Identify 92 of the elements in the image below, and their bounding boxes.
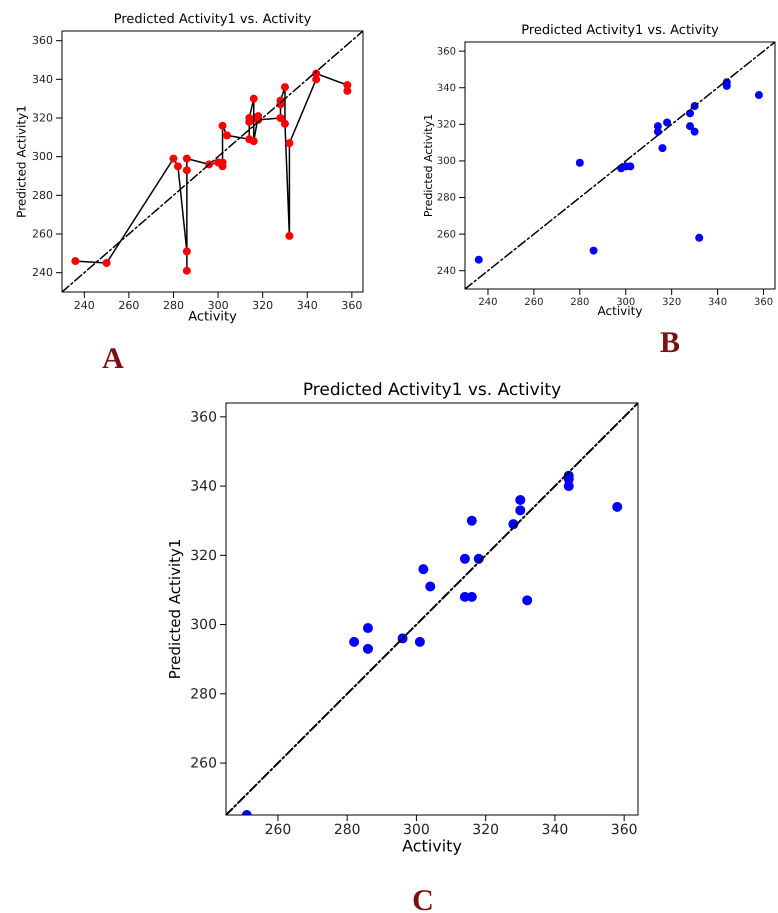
point <box>695 234 704 242</box>
x-tick-label: 360 <box>610 822 638 838</box>
point <box>474 256 483 264</box>
point <box>414 636 425 647</box>
point <box>349 636 360 647</box>
y-tick-label: 320 <box>190 548 217 564</box>
point <box>663 118 672 126</box>
point <box>418 564 428 574</box>
chart-title: Predicted Activity1 vs. Activity <box>114 12 312 27</box>
point <box>71 257 80 266</box>
point <box>460 554 470 564</box>
y-tick-label: 320 <box>436 120 456 131</box>
x-tick-label: 360 <box>341 298 362 312</box>
y-tick-label: 340 <box>436 82 456 94</box>
x-tick-label: 280 <box>334 822 361 838</box>
text: C <box>412 884 434 913</box>
y-tick-label: 340 <box>32 72 53 86</box>
y-tick-label: 360 <box>32 34 53 48</box>
y-tick-label: 300 <box>436 156 456 168</box>
point <box>515 505 526 516</box>
point <box>182 266 191 275</box>
y-axis-title: Predicted Activity1 <box>14 105 29 218</box>
point <box>754 91 763 100</box>
x-tick-label: 340 <box>542 822 568 838</box>
x-tick-label: 320 <box>662 297 682 308</box>
x-tick-label: 240 <box>74 298 95 312</box>
point <box>174 162 182 170</box>
x-tick-label: 260 <box>118 298 140 312</box>
y-tick-label: 280 <box>32 188 53 202</box>
x-tick-label: 240 <box>478 297 498 308</box>
x-tick-label: 300 <box>208 298 229 312</box>
point <box>250 137 258 146</box>
point <box>182 166 191 174</box>
chart-title: Predicted Activity1 vs. Activity <box>302 380 562 400</box>
y-tick-label: 260 <box>32 228 53 241</box>
point <box>590 246 598 255</box>
point <box>222 131 231 140</box>
chart-title: Predicted Activity1 vs. Activity <box>521 23 720 38</box>
x-axis-title: Activity <box>402 836 462 856</box>
y-tick-label: 240 <box>32 266 53 280</box>
x-tick-label: 320 <box>252 298 274 312</box>
point <box>686 122 694 130</box>
y-tick-label: 260 <box>190 756 217 772</box>
point <box>362 623 373 634</box>
point <box>522 595 532 606</box>
x-tick-label: 260 <box>524 297 544 308</box>
x-tick-label: 340 <box>296 298 318 312</box>
point <box>280 120 289 128</box>
point <box>169 154 178 163</box>
point <box>102 259 111 267</box>
point <box>425 582 436 592</box>
x-axis-title: Activity <box>598 304 642 318</box>
x-tick-label: 340 <box>708 297 728 308</box>
point <box>690 128 699 136</box>
point <box>280 83 289 92</box>
point <box>466 516 477 526</box>
point <box>285 232 294 240</box>
y-tick-label: 300 <box>32 150 53 164</box>
text: A <box>102 342 124 375</box>
point <box>686 109 694 118</box>
point <box>612 502 622 512</box>
y-tick-label: 320 <box>32 112 53 125</box>
y-tick-label: 360 <box>436 46 456 58</box>
point <box>250 94 258 103</box>
y-tick-label: 240 <box>436 266 456 277</box>
x-tick-label: 280 <box>162 298 184 312</box>
point <box>658 144 666 152</box>
x-tick-label: 360 <box>754 297 774 308</box>
point <box>218 122 227 130</box>
y-tick-label: 340 <box>190 478 217 495</box>
y-tick-label: 280 <box>190 686 217 702</box>
y-tick-label: 360 <box>190 409 217 426</box>
x-tick-label: 260 <box>264 822 292 838</box>
x-tick-label: 280 <box>570 297 590 308</box>
x-tick-label: 320 <box>472 822 500 838</box>
point <box>182 247 191 256</box>
point <box>285 139 294 148</box>
point <box>466 592 477 602</box>
point <box>576 158 584 167</box>
y-tick-label: 280 <box>436 192 456 204</box>
point <box>515 494 526 505</box>
point <box>276 114 285 122</box>
point <box>182 154 191 163</box>
y-tick-label: 300 <box>190 617 217 634</box>
y-axis-title: Predicted Activity1 <box>166 538 184 680</box>
point <box>362 644 373 654</box>
x-tick-label: 300 <box>403 822 430 838</box>
y-axis-title: Predicted Activity1 <box>422 114 435 218</box>
point <box>564 481 574 492</box>
x-axis-title: Activity <box>188 310 238 325</box>
y-tick-label: 260 <box>436 229 456 240</box>
text: B <box>660 326 680 359</box>
